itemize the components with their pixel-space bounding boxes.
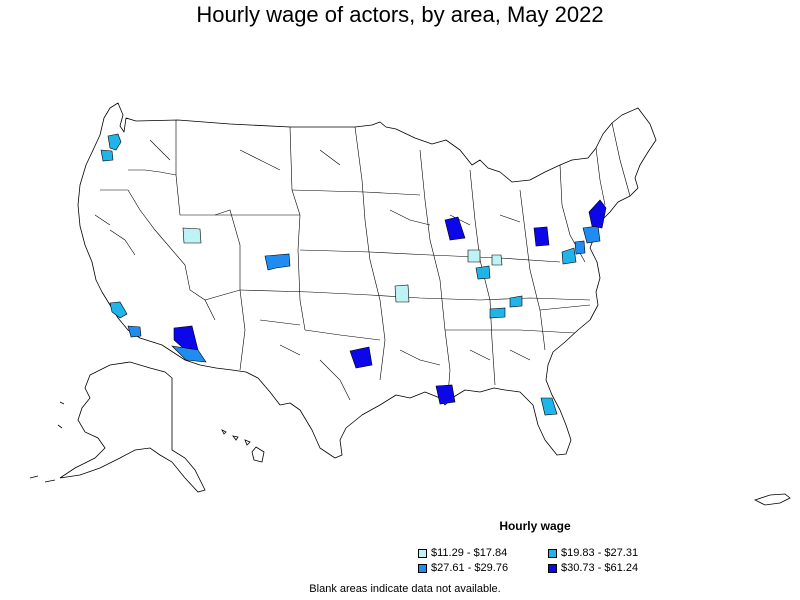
puerto-rico-outline (753, 493, 791, 506)
region-kansas-city-mo-ks (394, 284, 410, 303)
region-seattle-tacoma-wa (107, 133, 122, 151)
footnote: Blank areas indicate data not available. (309, 583, 501, 595)
legend-swatch-4 (548, 563, 557, 573)
region-chicago-il (444, 216, 466, 241)
region-orlando-fl (540, 397, 558, 416)
region-tucson-az (171, 345, 207, 363)
region-salt-lake-city-ut (182, 227, 202, 244)
aleutian-islands (29, 401, 65, 483)
region-denver-co (264, 253, 291, 271)
legend-label-4: $30.73 - $61.24 (561, 562, 639, 574)
legend-item-1: $11.29 - $17.84 (418, 547, 507, 559)
legend-item-3: $27.61 - $29.76 (418, 562, 508, 574)
area-boundaries (94, 120, 631, 401)
region-cincinnati-oh (491, 254, 503, 266)
map-title: Hourly wage of actors, by area, May 2022 (196, 2, 604, 27)
region-new-orleans-la (435, 384, 456, 405)
region-nashville-tn (489, 307, 506, 319)
legend-swatch-3 (418, 563, 427, 573)
region-washington-dc (561, 247, 577, 265)
legend-item-2: $19.83 - $27.31 (548, 547, 638, 559)
region-baltimore-md (574, 240, 586, 255)
hawaii-outline (221, 429, 265, 463)
legend-title: Hourly wage (499, 519, 571, 533)
legend-swatch-1 (418, 548, 427, 558)
region-new-york-ny (588, 199, 607, 229)
region-dallas-fort-worth-tx (349, 346, 373, 369)
legend-label-1: $11.29 - $17.84 (431, 547, 508, 559)
contiguous-us-outline (77, 102, 657, 459)
region-portland-or-wa (100, 149, 114, 162)
region-knoxville-tn (509, 295, 523, 308)
legend-swatch-2 (548, 548, 557, 558)
region-louisville-ky (475, 265, 491, 280)
region-indianapolis-in (467, 249, 481, 263)
legend-label-2: $19.83 - $27.31 (561, 547, 639, 559)
alaska-outline (59, 361, 206, 493)
region-philadelphia-pa (582, 225, 601, 244)
legend-item-4: $30.73 - $61.24 (548, 562, 638, 574)
region-los-angeles-ca (109, 301, 128, 319)
region-pittsburgh-pa (533, 226, 550, 247)
legend-label-3: $27.61 - $29.76 (431, 562, 509, 574)
region-san-diego-ca (127, 325, 142, 338)
